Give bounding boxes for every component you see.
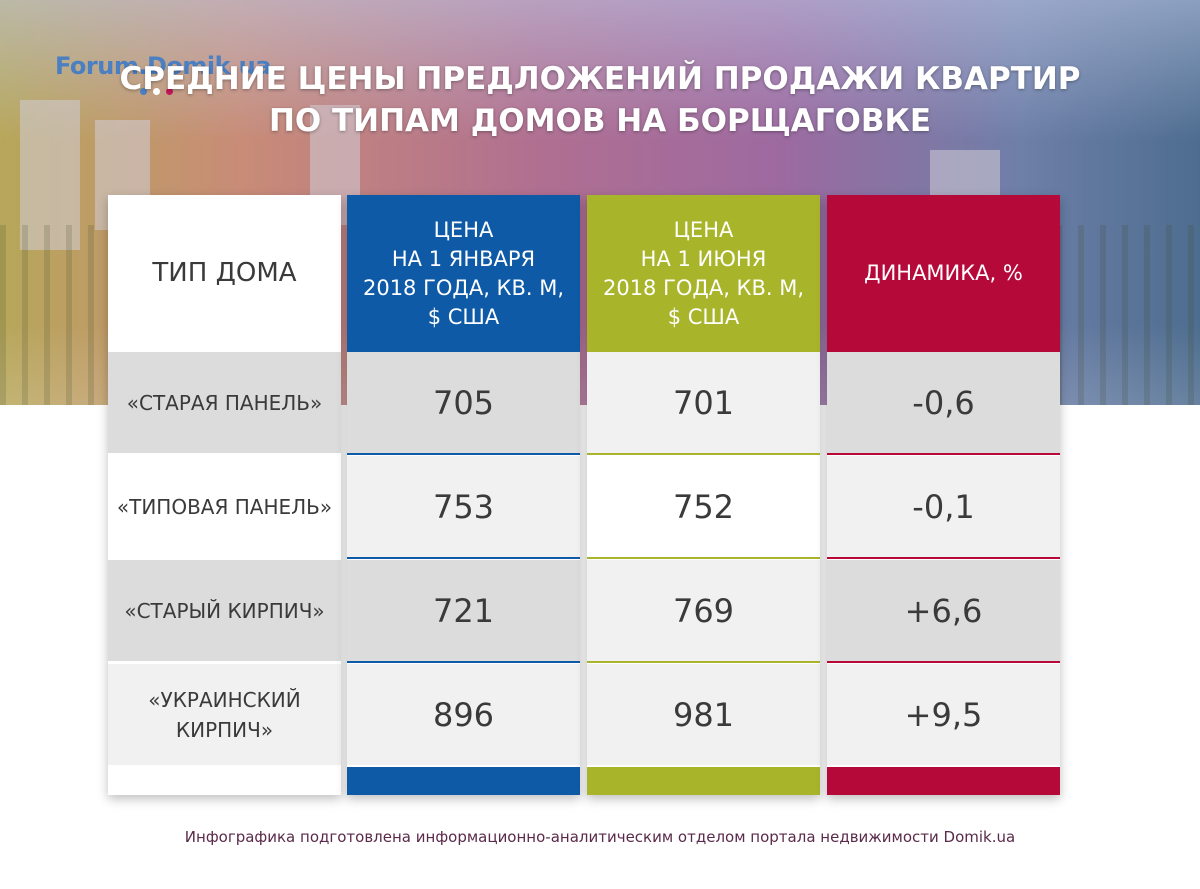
value-jun: 701 xyxy=(587,352,820,455)
row-label: «УКРАИНСКИЙ КИРПИЧ» xyxy=(108,664,341,765)
logo-dots-icon xyxy=(140,80,179,99)
value-change: -0,6 xyxy=(827,352,1060,455)
row-label-text: «СТАРЫЙ КИРПИЧ» xyxy=(124,598,325,623)
header-price-jun: ЦЕНА НА 1 ИЮНЯ 2018 ГОДА, КВ. М, $ США xyxy=(587,195,820,352)
value-jun: 752 xyxy=(587,456,820,559)
row-label-text: «СТАРАЯ ПАНЕЛЬ» xyxy=(126,390,323,415)
column-change: ДИНАМИКА, % -0,6 -0,1 +6,6 +9,5 xyxy=(827,195,1060,795)
value-jan: 896 xyxy=(347,664,580,765)
row-label: «ТИПОВАЯ ПАНЕЛЬ» xyxy=(108,456,341,557)
value-change: +6,6 xyxy=(827,560,1060,663)
header-change: ДИНАМИКА, % xyxy=(827,195,1060,352)
column-price-jun: ЦЕНА НА 1 ИЮНЯ 2018 ГОДА, КВ. М, $ США 7… xyxy=(587,195,820,795)
credit-text: Инфографика подготовлена информационно-а… xyxy=(184,828,1016,846)
page-title: СРЕДНИЕ ЦЕНЫ ПРЕДЛОЖЕНИЙ ПРОДАЖИ КВАРТИР… xyxy=(100,58,1100,142)
header-line: ЦЕНА xyxy=(433,217,494,242)
site-logo[interactable]: Forum.Domik.ua xyxy=(55,52,271,80)
header-house-type: ТИП ДОМА xyxy=(152,258,297,288)
row-label-text: «УКРАИНСКИЙ xyxy=(148,687,301,712)
value-jan: 705 xyxy=(347,352,580,455)
column-footer-bar xyxy=(827,767,1060,795)
row-label: «СТАРЫЙ КИРПИЧ» xyxy=(108,560,341,661)
header-line: $ США xyxy=(667,304,740,329)
value-jun: 981 xyxy=(587,664,820,765)
header-line: $ США xyxy=(427,304,500,329)
value-jan: 721 xyxy=(347,560,580,663)
column-price-jan: ЦЕНА НА 1 ЯНВАРЯ 2018 ГОДА, КВ. М, $ США… xyxy=(347,195,580,795)
column-footer-bar xyxy=(347,767,580,795)
value-jun: 769 xyxy=(587,560,820,663)
column-house-type: ТИП ДОМА «СТАРАЯ ПАНЕЛЬ» «ТИПОВАЯ ПАНЕЛЬ… xyxy=(108,195,341,795)
header-price-jan: ЦЕНА НА 1 ЯНВАРЯ 2018 ГОДА, КВ. М, $ США xyxy=(347,195,580,352)
header-line: 2018 ГОДА, КВ. М, xyxy=(362,275,565,300)
header-line: НА 1 ЯНВАРЯ xyxy=(391,246,536,271)
header-line: НА 1 ИЮНЯ xyxy=(640,246,767,271)
building-shape xyxy=(20,100,80,250)
title-line: ПО ТИПАМ ДОМОВ НА БОРЩАГОВКЕ xyxy=(268,103,932,139)
title-line: СРЕДНИЕ ЦЕНЫ ПРЕДЛОЖЕНИЙ ПРОДАЖИ КВАРТИР xyxy=(119,61,1081,97)
value-change: +9,5 xyxy=(827,664,1060,765)
value-jan: 753 xyxy=(347,456,580,559)
row-label-text: КИРПИЧ» xyxy=(175,717,274,742)
column-footer-bar xyxy=(587,767,820,795)
value-change: -0,1 xyxy=(827,456,1060,559)
header-line: 2018 ГОДА, КВ. М, xyxy=(602,275,805,300)
row-label: «СТАРАЯ ПАНЕЛЬ» xyxy=(108,352,341,453)
header-line: ЦЕНА xyxy=(673,217,734,242)
building-shape xyxy=(930,150,1000,195)
row-label-text: «ТИПОВАЯ ПАНЕЛЬ» xyxy=(116,494,333,519)
